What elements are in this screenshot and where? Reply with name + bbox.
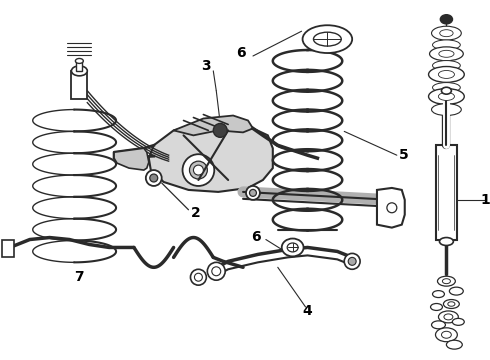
Text: 6: 6 [236, 46, 246, 60]
Ellipse shape [449, 287, 463, 295]
Bar [436, 145, 457, 239]
Circle shape [387, 203, 397, 213]
Polygon shape [377, 188, 405, 228]
Ellipse shape [439, 71, 454, 78]
Ellipse shape [431, 303, 442, 310]
Ellipse shape [150, 174, 158, 182]
Polygon shape [173, 116, 253, 135]
Ellipse shape [194, 165, 203, 175]
Text: 1: 1 [480, 193, 490, 207]
Ellipse shape [191, 269, 206, 285]
Ellipse shape [72, 66, 87, 76]
Ellipse shape [440, 30, 453, 37]
Ellipse shape [429, 89, 464, 104]
Bar [72, 71, 87, 99]
Ellipse shape [146, 170, 162, 186]
Ellipse shape [439, 311, 458, 323]
Bar [76, 61, 82, 71]
Ellipse shape [344, 253, 360, 269]
Text: 3: 3 [201, 59, 211, 73]
Ellipse shape [432, 104, 461, 116]
Ellipse shape [446, 340, 462, 349]
Ellipse shape [246, 186, 260, 200]
Ellipse shape [195, 273, 202, 281]
Ellipse shape [433, 291, 444, 298]
Ellipse shape [314, 32, 341, 46]
Bar [2, 239, 14, 257]
Ellipse shape [439, 50, 454, 57]
Ellipse shape [433, 40, 460, 50]
Ellipse shape [190, 161, 207, 179]
Ellipse shape [439, 93, 454, 100]
Ellipse shape [430, 47, 463, 61]
Text: 4: 4 [303, 304, 313, 318]
Ellipse shape [438, 276, 455, 286]
Ellipse shape [183, 154, 214, 186]
Ellipse shape [452, 318, 464, 325]
Ellipse shape [441, 15, 452, 24]
Circle shape [213, 123, 227, 138]
Ellipse shape [207, 262, 225, 280]
Ellipse shape [75, 58, 83, 63]
Ellipse shape [444, 314, 453, 320]
Ellipse shape [442, 279, 450, 284]
Text: 2: 2 [191, 206, 200, 220]
Ellipse shape [282, 239, 304, 256]
Ellipse shape [436, 328, 457, 342]
Text: 5: 5 [399, 148, 409, 162]
Ellipse shape [433, 60, 460, 71]
Text: 7: 7 [74, 270, 84, 284]
Ellipse shape [432, 26, 461, 40]
Ellipse shape [432, 321, 445, 329]
Ellipse shape [448, 302, 455, 306]
Polygon shape [149, 125, 273, 192]
Ellipse shape [249, 189, 256, 196]
Ellipse shape [443, 300, 459, 309]
Ellipse shape [348, 257, 356, 265]
Polygon shape [114, 148, 149, 170]
Text: 6: 6 [251, 230, 261, 244]
Ellipse shape [302, 25, 352, 53]
Ellipse shape [429, 67, 464, 82]
Ellipse shape [441, 331, 451, 338]
Ellipse shape [433, 82, 460, 93]
Ellipse shape [440, 238, 453, 246]
Ellipse shape [287, 243, 298, 252]
Ellipse shape [212, 267, 220, 276]
Ellipse shape [441, 87, 451, 94]
